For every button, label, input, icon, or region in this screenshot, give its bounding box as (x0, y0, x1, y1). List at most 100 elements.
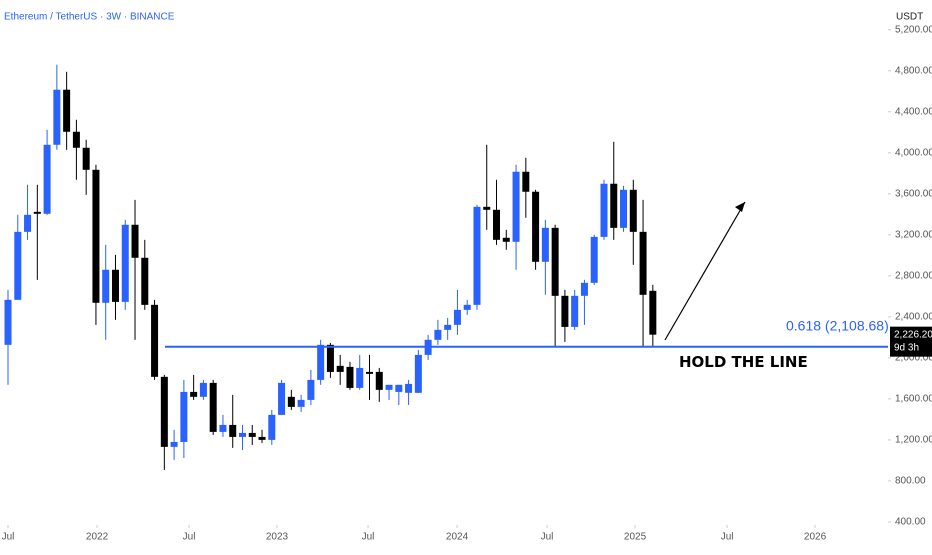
chart-title: Ethereum / TetherUS · 3W · BINANCE (4, 12, 175, 23)
arrow (664, 201, 746, 341)
price-badge-label: 2,226.20 (894, 329, 932, 340)
candle-body (141, 257, 149, 305)
candle-body (180, 391, 188, 442)
candle-body (4, 299, 12, 345)
candle-body (33, 211, 41, 214)
candle-body (522, 171, 530, 192)
y-tick-label: 5,200.00 (895, 24, 932, 35)
candle-body (199, 382, 207, 397)
y-tick-label: 2,800.00 (895, 270, 932, 281)
candle-body (375, 371, 383, 390)
candle-body (483, 206, 491, 210)
candle-body (92, 169, 100, 303)
candle-body (385, 384, 393, 390)
candle-body (326, 344, 334, 372)
candle-body (278, 382, 286, 415)
candle-body (502, 237, 510, 242)
candle-body (258, 436, 266, 440)
x-tick-label: 2024 (446, 532, 469, 543)
candle-body (24, 214, 32, 232)
x-tick-label: Jul (362, 532, 375, 543)
candle-body (346, 366, 354, 388)
candle-body (639, 231, 647, 295)
candle-body (151, 304, 159, 377)
candle-body (317, 344, 325, 380)
candle-body (444, 324, 452, 330)
candle-body (229, 424, 237, 437)
candle-body (111, 269, 119, 302)
y-tick-label: 2,400.00 (895, 311, 932, 322)
candle-body (580, 282, 588, 296)
y-tick-label: 800.00 (895, 476, 926, 487)
candle-body (463, 304, 471, 310)
countdown-label: 9d 3h (894, 342, 919, 353)
candle-body (43, 144, 51, 214)
x-tick-label: Jul (721, 532, 734, 543)
candle-body (63, 89, 71, 132)
y-tick-label: 1,200.00 (895, 435, 932, 446)
x-tick-label: Jul (541, 532, 554, 543)
y-tick-label: 3,600.00 (895, 188, 932, 199)
y-tick-label: 4,000.00 (895, 147, 932, 158)
candle-body (405, 383, 413, 393)
price-badge (890, 326, 932, 357)
candle-body (600, 183, 608, 237)
candle-body (336, 365, 344, 372)
candle-body (571, 295, 579, 327)
arrow-head (735, 202, 745, 212)
candle-body (366, 371, 374, 374)
x-tick-label: Jul (183, 532, 196, 543)
candle-body (190, 391, 198, 397)
y-tick-label: 1,600.00 (895, 394, 932, 405)
candle-body (620, 189, 628, 228)
candle-body (219, 424, 227, 432)
y-tick-label: 4,400.00 (895, 106, 932, 117)
candle-body (307, 379, 315, 400)
candle-body (541, 227, 549, 262)
candle-body (131, 224, 139, 258)
candle-body (395, 384, 403, 392)
annotation: HOLD THE LINE (679, 353, 808, 371)
candle-body (160, 376, 168, 447)
candle-body (82, 147, 90, 170)
candle-body (238, 432, 246, 437)
x-tick-label: 2025 (624, 532, 647, 543)
level-label: 0.618 (2,108.68) (786, 317, 889, 333)
candle-body (102, 269, 110, 303)
candle-body (287, 396, 295, 407)
candle-body (297, 399, 305, 407)
candle-body (493, 209, 501, 240)
candle-body (551, 227, 559, 296)
candle-body (512, 171, 520, 242)
candle-body (453, 309, 461, 325)
candle-body (72, 131, 80, 148)
y-tick-label: 2,000.00 (895, 353, 932, 364)
x-tick-label: 2026 (804, 532, 827, 543)
y-tick-label: 3,200.00 (895, 229, 932, 240)
candle-body (170, 441, 178, 447)
candle-body (248, 432, 256, 437)
candle-body (121, 224, 129, 302)
candle-body (434, 329, 442, 340)
candle-body (14, 231, 22, 300)
candle-body (532, 191, 540, 262)
candle-body (629, 189, 637, 232)
currency-label: USDT (896, 12, 923, 23)
candle-body (209, 382, 217, 432)
candle-body (53, 89, 61, 145)
candle-body (590, 236, 598, 283)
candle-body (649, 290, 657, 335)
candle-body (414, 354, 422, 393)
x-tick-label: Jul (2, 532, 15, 543)
x-tick-label: 2022 (86, 532, 109, 543)
arrow-line (664, 201, 746, 341)
candle-body (356, 367, 364, 388)
candle-body (473, 206, 481, 305)
candle-body (610, 183, 618, 228)
y-tick-label: 4,800.00 (895, 65, 932, 76)
candle-body (561, 295, 569, 327)
y-tick-label: 400.00 (895, 517, 926, 528)
